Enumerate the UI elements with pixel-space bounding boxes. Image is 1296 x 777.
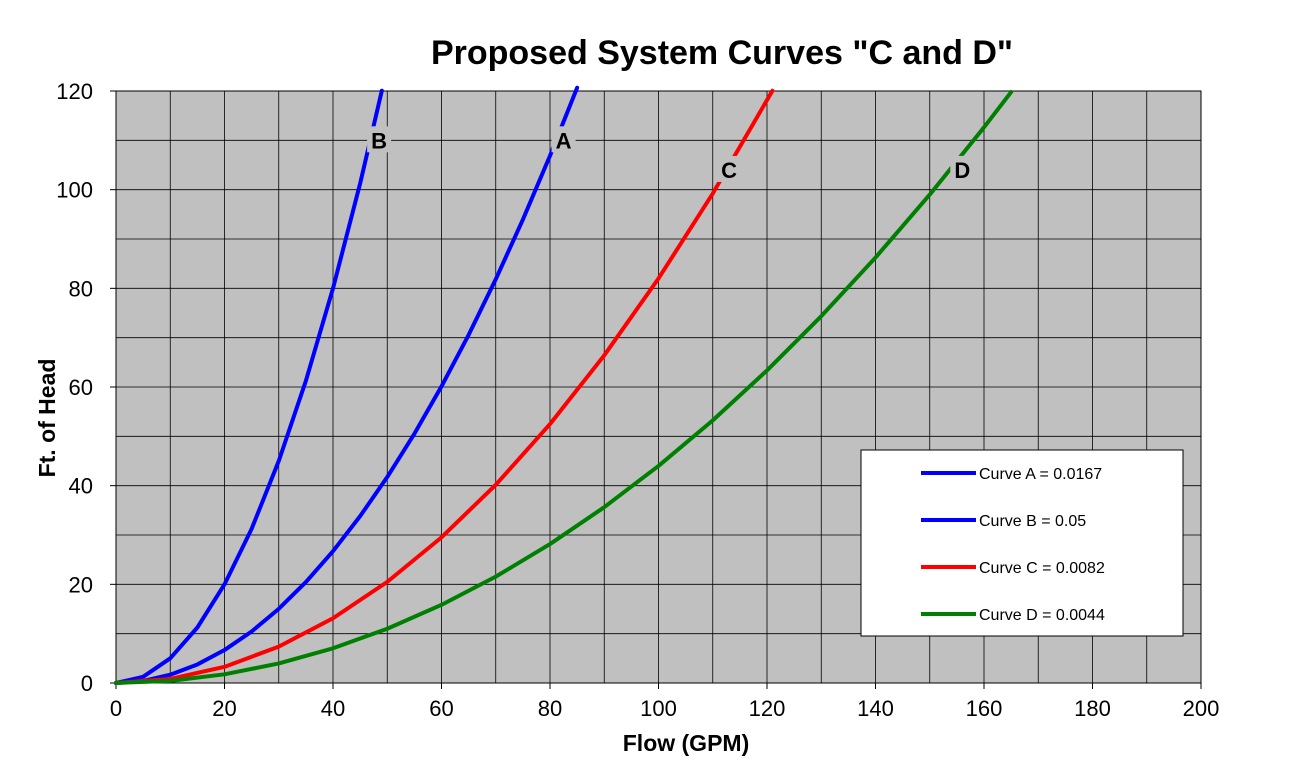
legend-entry-label: Curve C = 0.0082	[979, 560, 1105, 577]
curve-label-box	[367, 126, 392, 153]
legend-entry-label: Curve A = 0.0167	[979, 466, 1102, 483]
curve-a-line	[114, 85, 580, 685]
x-tick-label: 120	[749, 696, 786, 721]
curve-d-line	[114, 90, 1014, 685]
curve-labels: B A C D	[367, 126, 975, 183]
y-tick-label: 60	[69, 375, 93, 400]
x-tick-label: 20	[212, 696, 236, 721]
curve-label-d: D	[954, 158, 970, 183]
x-tick-label: 160	[966, 696, 1003, 721]
curve-label-box	[551, 126, 576, 153]
x-tick-label: 100	[640, 696, 677, 721]
curve-label-box	[717, 155, 742, 182]
legend-box	[860, 449, 1184, 637]
x-tick-label: 40	[321, 696, 345, 721]
legend-entry-label: Curve D = 0.0044	[979, 607, 1105, 624]
x-tick-label: 200	[1183, 696, 1220, 721]
curve-label-box	[950, 155, 975, 182]
y-tick-label: 0	[81, 671, 93, 696]
curves	[114, 85, 1014, 685]
curve-c-line	[114, 88, 775, 685]
y-tick-label: 100	[56, 178, 93, 203]
x-tick-label: 180	[1074, 696, 1111, 721]
chart-title: Proposed System Curves "C and D"	[431, 34, 1013, 72]
curve-label-c: C	[721, 158, 737, 183]
legend-entry-label: Curve B = 0.05	[979, 513, 1086, 530]
y-tick-label: 20	[69, 572, 93, 597]
legend: Curve A = 0.0167 Curve B = 0.05 Curve C = …	[860, 449, 1184, 637]
curve-label-b: B	[371, 128, 387, 153]
curve-label-a: A	[556, 128, 572, 153]
y-tick-label: 40	[69, 474, 93, 499]
axis-ticks: 0 20 40 60 80 100 120 140 160 180 200 0 20 40 60 80 100 1…	[56, 79, 1219, 721]
y-tick-label: 120	[56, 79, 93, 104]
y-tick-label: 80	[69, 276, 93, 301]
x-tick-label: 140	[857, 696, 894, 721]
y-axis-label: Ft. of Head	[34, 359, 60, 478]
x-tick-label: 80	[538, 696, 562, 721]
x-axis-label: Flow (GPM)	[623, 730, 749, 756]
x-tick-label: 0	[110, 696, 122, 721]
curve-b-line	[114, 88, 384, 685]
x-tick-label: 60	[429, 696, 453, 721]
